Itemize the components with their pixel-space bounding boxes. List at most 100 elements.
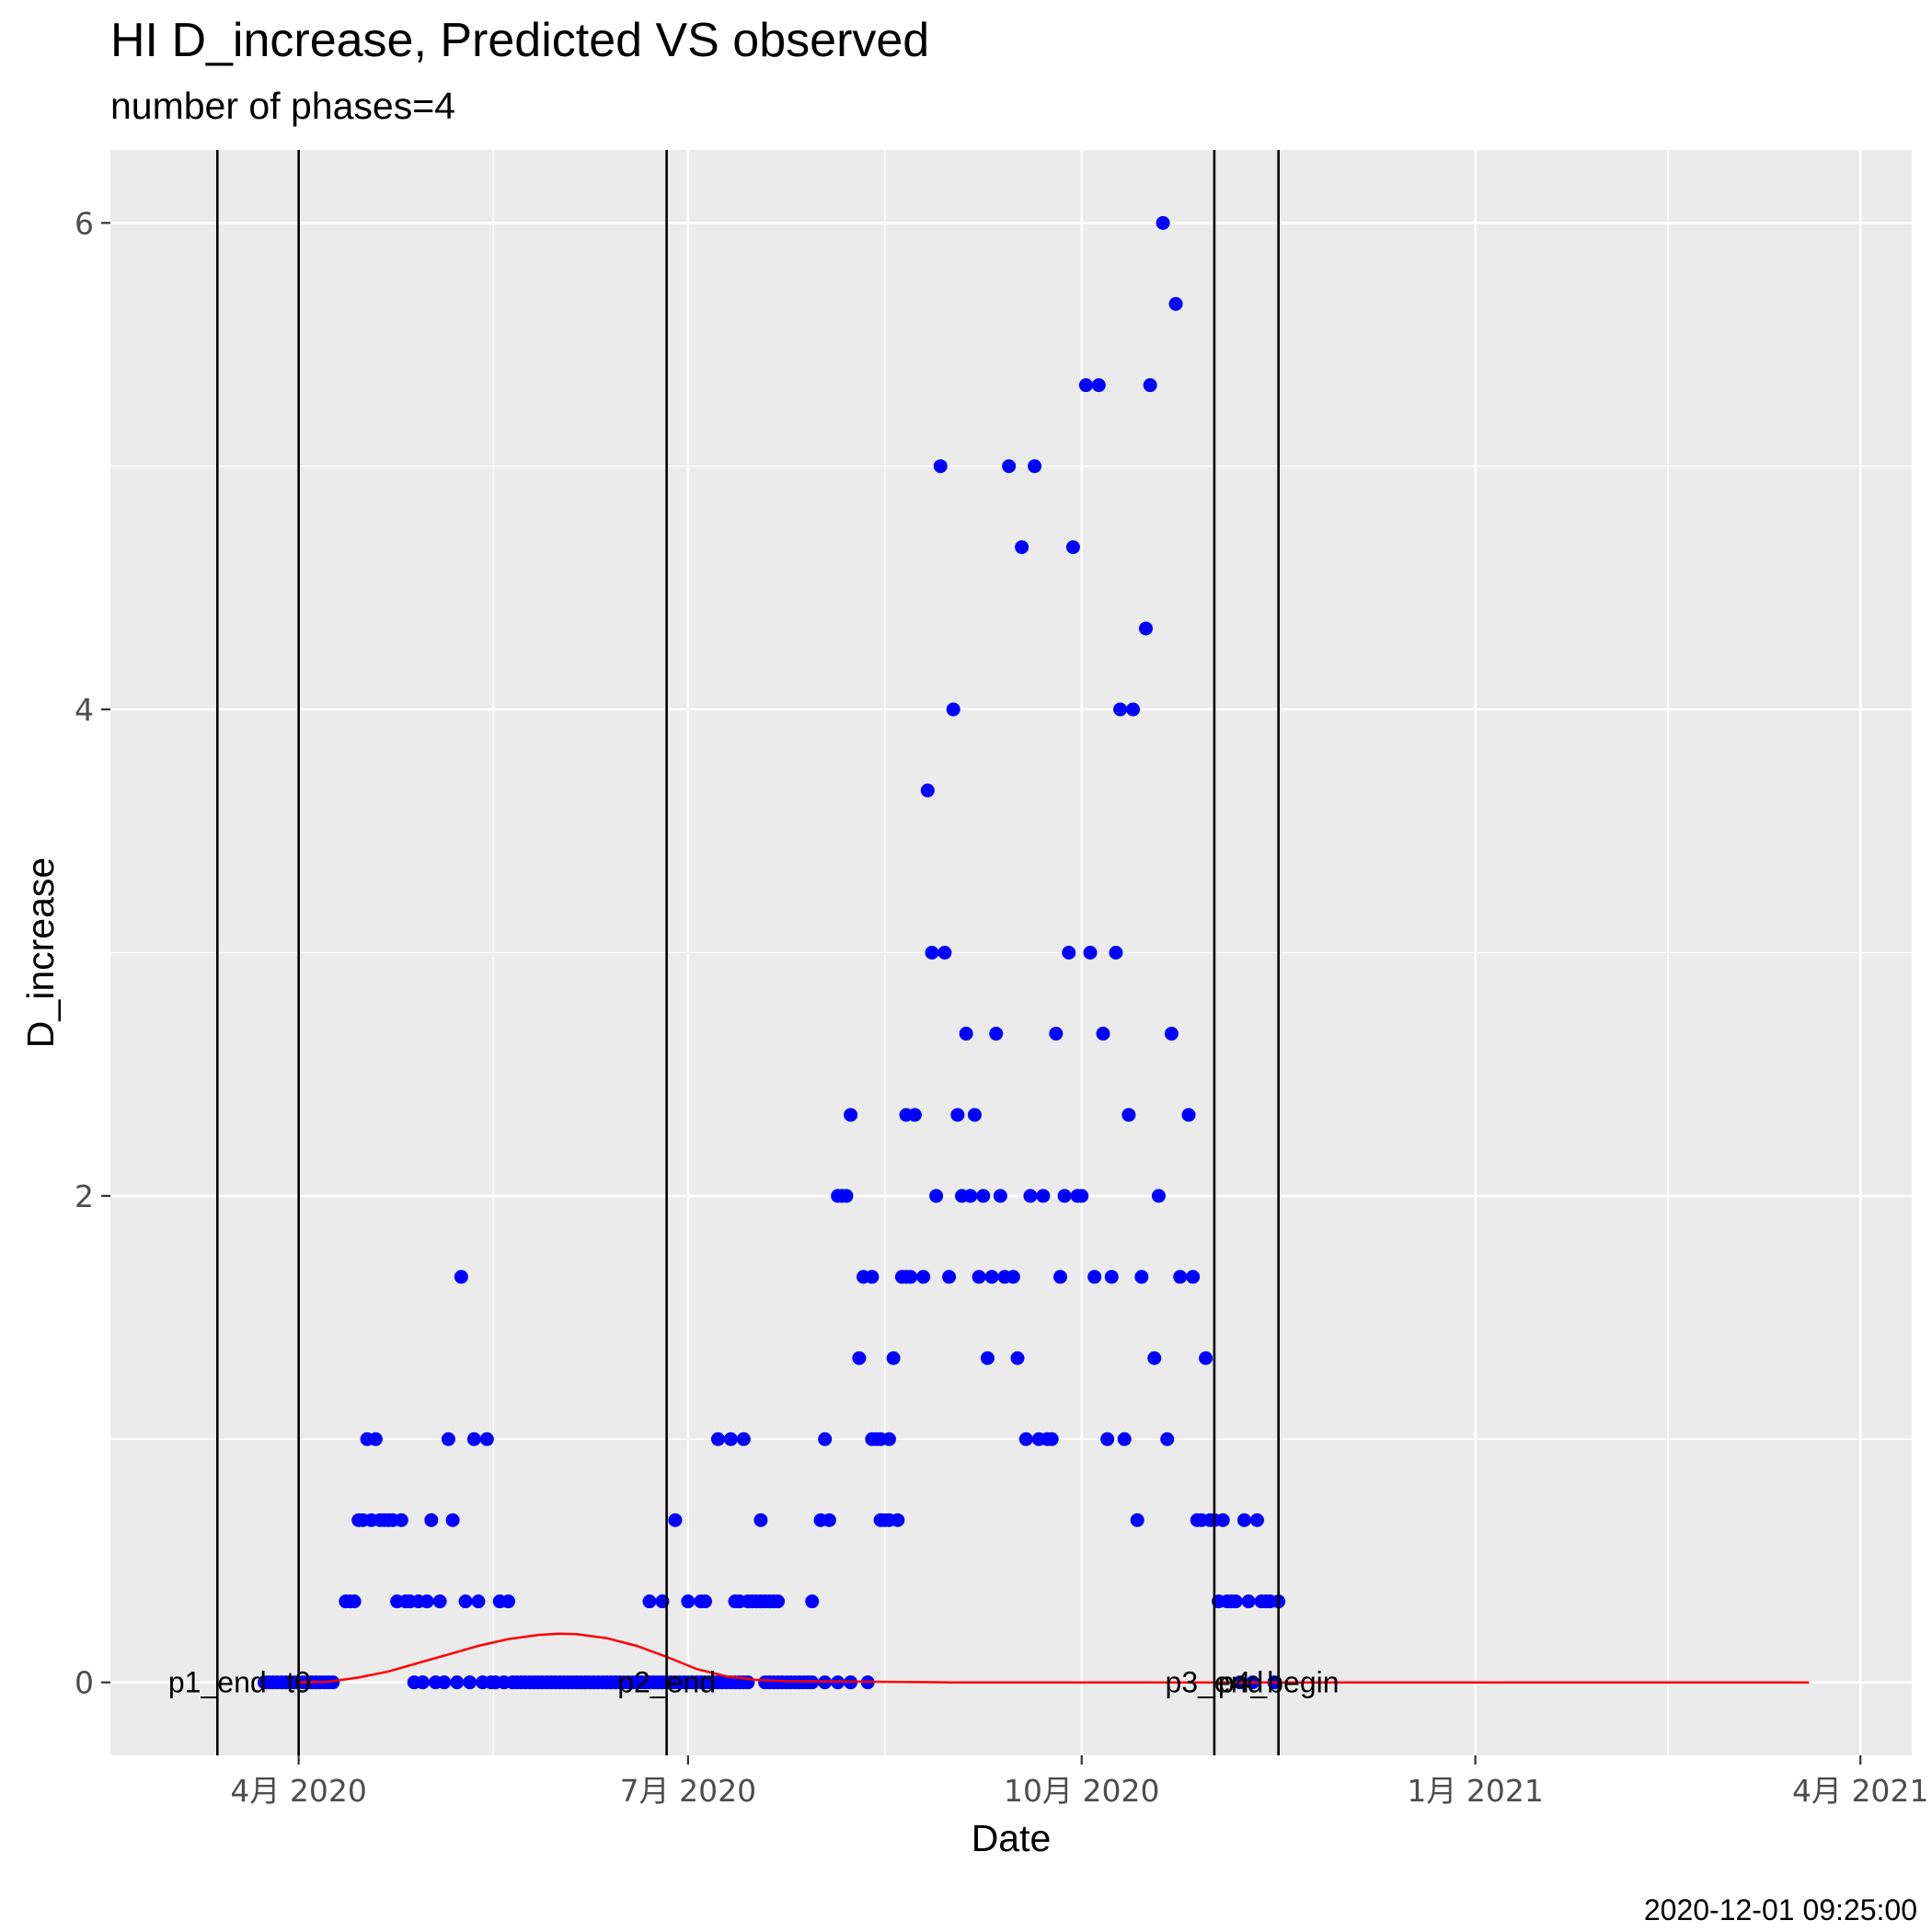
observed-point (1121, 1108, 1136, 1122)
observed-point (1117, 1432, 1132, 1446)
x-tick-label: 4月 2021 (1792, 1773, 1928, 1809)
observed-point (959, 1027, 973, 1041)
observed-point (1010, 1351, 1025, 1365)
observed-point (865, 1270, 880, 1284)
observed-point (1139, 621, 1154, 636)
observed-point (916, 1270, 931, 1284)
observed-point (1164, 1027, 1179, 1041)
observed-point (1015, 540, 1029, 555)
observed-point (668, 1512, 683, 1527)
observed-point (1028, 459, 1042, 474)
observed-point (1186, 1270, 1201, 1284)
observed-point (1018, 1432, 1033, 1446)
observed-point (929, 1189, 944, 1203)
y-tick-label: 4 (75, 692, 94, 728)
observed-point (1126, 702, 1141, 717)
observed-point (980, 1351, 995, 1365)
observed-point (1168, 296, 1183, 311)
phase-lines (215, 150, 1280, 1755)
observed-point (454, 1270, 468, 1284)
observed-point (736, 1432, 751, 1446)
observed-point (976, 1189, 991, 1203)
observed-point (471, 1594, 486, 1609)
observed-point (463, 1675, 477, 1690)
observed-point (450, 1675, 465, 1690)
observed-point (642, 1594, 657, 1609)
observed-point (710, 1432, 725, 1446)
observed-point (1044, 1432, 1059, 1446)
phase-label: p3_end (1166, 1666, 1264, 1699)
observed-point (1078, 378, 1093, 393)
observed-point (441, 1432, 455, 1446)
observed-point (1096, 1027, 1110, 1041)
phase-label: t0 (286, 1666, 311, 1699)
observed-point (963, 1189, 978, 1203)
y-axis-title: D_increase (19, 857, 62, 1048)
observed-point (844, 1108, 858, 1122)
observed-point (432, 1594, 447, 1609)
observed-point (697, 1594, 712, 1609)
observed-point (993, 1189, 1007, 1203)
x-axis: 4月 2020 7月 2020 10月 2020 1月 2021 4月 2021 (230, 1755, 1928, 1809)
observed-point (925, 946, 939, 960)
observed-point (942, 1270, 957, 1284)
observed-point (368, 1432, 383, 1446)
observed-point (920, 783, 935, 798)
observed-point (1147, 1351, 1162, 1365)
observed-point (1236, 1512, 1251, 1527)
observed-point (1075, 1189, 1089, 1203)
observed-point (1002, 459, 1017, 474)
observed-point (347, 1594, 362, 1609)
observed-point (394, 1512, 408, 1527)
phase-label: p2_end (617, 1666, 716, 1699)
observed-point (907, 1108, 922, 1122)
observed-point (1049, 1027, 1064, 1041)
observed-point (445, 1512, 460, 1527)
observed-point (1083, 946, 1098, 960)
observed-point (1215, 1512, 1230, 1527)
observed-point (818, 1432, 833, 1446)
timestamp-caption: 2020-12-01 09:25:00 (1643, 1893, 1917, 1926)
observed-point (1104, 1270, 1119, 1284)
observed-point (852, 1351, 867, 1365)
observed-point (681, 1594, 696, 1609)
observed-point (1065, 540, 1080, 555)
chart-title: HI D_increase, Predicted VS observed (110, 14, 930, 67)
observed-point (1151, 1189, 1166, 1203)
y-axis: 0 2 4 6 (75, 205, 110, 1701)
observed-point (1100, 1432, 1115, 1446)
observed-point (466, 1432, 481, 1446)
observed-point (822, 1512, 836, 1527)
observed-point (1199, 1351, 1213, 1365)
x-tick-label: 7月 2020 (620, 1773, 756, 1809)
observed-point (1091, 378, 1106, 393)
observed-point (903, 1270, 918, 1284)
observed-point (1023, 1189, 1038, 1203)
y-tick-label: 0 (75, 1665, 94, 1701)
observed-point (437, 1675, 452, 1690)
observed-point (1160, 1432, 1175, 1446)
observed-point (967, 1108, 982, 1122)
observed-point (937, 946, 952, 960)
observed-point (1181, 1108, 1196, 1122)
observed-point (805, 1594, 820, 1609)
observed-point (1143, 378, 1157, 393)
predicted-line (298, 1632, 1810, 1684)
observed-point (886, 1351, 901, 1365)
observed-point (950, 1108, 965, 1122)
observed-point (1249, 1512, 1264, 1527)
y-tick-label: 6 (75, 205, 94, 241)
observed-point (1173, 1270, 1188, 1284)
observed-point (839, 1189, 854, 1203)
observed-point (424, 1512, 439, 1527)
observed-point (501, 1594, 516, 1609)
observed-point (1087, 1270, 1102, 1284)
x-tick-label: 1月 2021 (1407, 1773, 1543, 1809)
observed-point (723, 1432, 738, 1446)
x-tick-label: 4月 2020 (230, 1773, 366, 1809)
observed-point (1130, 1512, 1144, 1527)
observed-point (1036, 1189, 1051, 1203)
x-axis-title: Date (972, 1817, 1052, 1859)
